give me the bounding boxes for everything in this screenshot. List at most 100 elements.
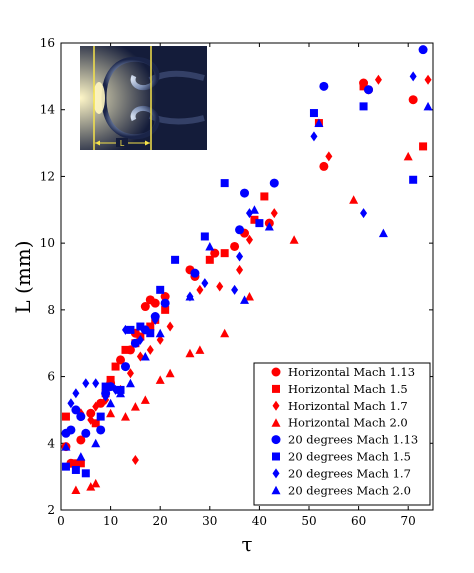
legend-label-8: 20 degrees Mach 2.0 bbox=[288, 483, 411, 497]
data-point-series-2 bbox=[161, 305, 170, 314]
data-point-series-2 bbox=[220, 249, 229, 258]
data-point-series-7 bbox=[67, 398, 75, 409]
data-point-series-6 bbox=[101, 382, 110, 391]
data-point-series-5 bbox=[235, 225, 245, 235]
data-point-series-6 bbox=[359, 102, 368, 111]
data-point-series-7 bbox=[310, 131, 318, 142]
data-point-series-2 bbox=[359, 82, 368, 91]
legend-label-1: Horizontal Mach 1.13 bbox=[288, 365, 415, 379]
x-tick-label: 40 bbox=[252, 514, 267, 528]
data-point-series-7 bbox=[236, 251, 244, 262]
data-point-series-4 bbox=[155, 375, 165, 384]
data-point-series-6 bbox=[156, 285, 165, 294]
x-axis-title: τ bbox=[241, 532, 252, 556]
data-point-series-1 bbox=[408, 95, 418, 105]
data-point-series-6 bbox=[200, 232, 209, 241]
data-point-series-5 bbox=[71, 405, 81, 415]
data-point-series-7 bbox=[92, 378, 100, 389]
data-point-series-2 bbox=[419, 142, 428, 151]
data-point-series-4 bbox=[130, 402, 140, 411]
data-point-series-1 bbox=[230, 241, 240, 251]
data-point-series-7 bbox=[360, 208, 368, 219]
data-point-series-7 bbox=[245, 208, 253, 219]
legend-label-7: 20 degrees Mach 1.7 bbox=[288, 466, 411, 480]
data-point-series-7 bbox=[72, 388, 80, 399]
data-point-series-1 bbox=[86, 408, 96, 418]
data-point-series-4 bbox=[91, 478, 101, 488]
data-points bbox=[61, 45, 433, 494]
y-tick-label: 4 bbox=[47, 436, 55, 450]
data-point-series-3 bbox=[270, 208, 278, 219]
data-point-series-1 bbox=[140, 302, 150, 312]
data-point-series-1 bbox=[76, 435, 86, 445]
data-point-series-4 bbox=[140, 395, 150, 404]
data-point-series-6 bbox=[96, 412, 105, 421]
data-point-series-5 bbox=[240, 188, 250, 198]
data-point-series-3 bbox=[92, 401, 100, 412]
data-point-series-8 bbox=[264, 221, 274, 231]
data-point-series-4 bbox=[403, 151, 413, 161]
data-point-series-3 bbox=[236, 264, 244, 275]
data-point-series-1 bbox=[150, 298, 160, 308]
data-point-series-2 bbox=[250, 215, 259, 224]
data-point-series-3 bbox=[424, 74, 432, 85]
x-tick-label: 60 bbox=[351, 514, 366, 528]
data-point-series-7 bbox=[231, 284, 239, 295]
data-point-series-7 bbox=[102, 391, 110, 402]
legend-label-4: Horizontal Mach 2.0 bbox=[288, 416, 408, 430]
y-tick-label: 14 bbox=[40, 103, 56, 117]
data-point-series-5 bbox=[364, 85, 374, 95]
data-point-series-4 bbox=[195, 345, 205, 354]
data-point-series-2 bbox=[205, 255, 214, 264]
data-point-series-2 bbox=[111, 362, 120, 371]
data-point-series-8 bbox=[140, 352, 150, 361]
y-tick-label: 6 bbox=[47, 370, 55, 384]
data-point-series-1 bbox=[319, 161, 329, 171]
legend-marker-7 bbox=[272, 468, 280, 479]
data-point-series-2 bbox=[260, 192, 269, 201]
legend-box bbox=[253, 362, 431, 506]
data-point-series-1 bbox=[116, 355, 126, 365]
data-point-series-5 bbox=[418, 45, 428, 55]
data-point-series-6 bbox=[255, 219, 264, 228]
data-point-series-2 bbox=[76, 459, 85, 468]
data-point-series-3 bbox=[245, 234, 253, 245]
x-tick-label: 70 bbox=[401, 514, 416, 528]
y-tick-label: 12 bbox=[40, 169, 55, 183]
inset-image: L bbox=[80, 46, 207, 150]
data-point-series-3 bbox=[131, 454, 139, 465]
data-point-series-7 bbox=[136, 334, 144, 345]
legend-marker-3 bbox=[272, 400, 280, 411]
data-point-series-4 bbox=[120, 412, 130, 421]
data-point-series-5 bbox=[66, 425, 76, 435]
data-point-series-6 bbox=[81, 469, 90, 478]
data-point-series-4 bbox=[289, 235, 299, 244]
data-point-series-3 bbox=[156, 334, 164, 345]
data-point-series-6 bbox=[61, 462, 70, 471]
y-tick-label: 16 bbox=[40, 36, 55, 50]
y-tick-label: 10 bbox=[40, 236, 55, 250]
data-point-series-2 bbox=[121, 345, 130, 354]
data-point-series-8 bbox=[314, 118, 324, 128]
data-point-series-4 bbox=[220, 328, 230, 338]
data-point-series-8 bbox=[91, 438, 101, 448]
x-tick-label: 0 bbox=[57, 514, 65, 528]
data-point-series-3 bbox=[166, 321, 174, 332]
data-point-series-7 bbox=[112, 384, 120, 395]
data-point-series-6 bbox=[220, 179, 229, 188]
data-point-series-6 bbox=[309, 109, 318, 118]
legend-label-6: 20 degrees Mach 1.5 bbox=[288, 450, 411, 464]
data-point-series-6 bbox=[136, 322, 145, 331]
legend-marker-1 bbox=[271, 367, 281, 377]
data-point-series-1 bbox=[160, 292, 170, 302]
legend-marker-2 bbox=[272, 384, 280, 393]
legend: Horizontal Mach 1.13 Horizontal Mach 1.5 H… bbox=[253, 362, 431, 506]
data-point-series-4 bbox=[165, 368, 175, 378]
data-point-series-4 bbox=[244, 292, 254, 301]
data-point-series-8 bbox=[423, 101, 433, 111]
data-point-series-6 bbox=[126, 325, 135, 334]
data-point-series-4 bbox=[349, 195, 359, 204]
data-point-series-7 bbox=[121, 324, 129, 335]
axis-tick-labels: 0 10 20 30 40 50 60 70 2 4 6 8 10 12 14 16 bbox=[40, 36, 416, 528]
